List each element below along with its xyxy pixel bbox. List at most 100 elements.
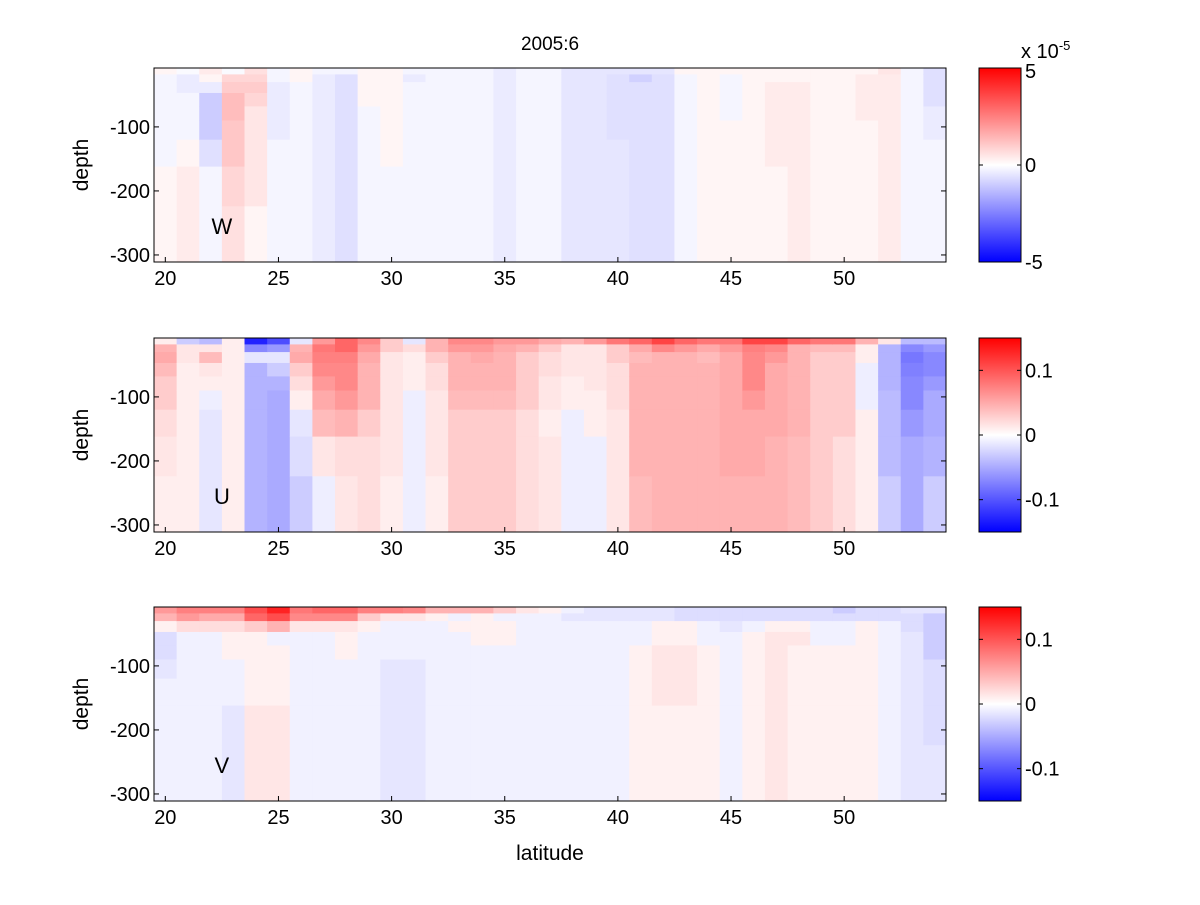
heatmap-cell — [719, 376, 743, 392]
x-tick-label: 30 — [380, 538, 402, 560]
heatmap-cell — [425, 390, 449, 411]
heatmap-cell — [493, 362, 517, 377]
heatmap-cell — [900, 659, 924, 680]
heatmap-cell — [900, 106, 924, 122]
heatmap-cell — [538, 68, 562, 75]
heatmap-cell — [651, 376, 675, 392]
heatmap-cell — [493, 338, 517, 345]
heatmap-cell — [606, 631, 630, 646]
heatmap-cell — [199, 344, 223, 353]
heatmap-cell — [878, 338, 902, 345]
heatmap-cell — [583, 476, 608, 533]
heatmap-cell — [335, 476, 359, 533]
heatmap-cell — [923, 92, 947, 107]
heatmap-cell — [199, 139, 223, 168]
heatmap-cell — [651, 409, 675, 438]
heatmap-cell — [832, 120, 856, 141]
heatmap-cell — [402, 376, 427, 392]
heatmap-cell — [606, 120, 630, 141]
heatmap-cell — [493, 678, 517, 707]
heatmap-cell — [402, 338, 427, 345]
heatmap-cell — [493, 745, 517, 802]
heatmap-cell — [154, 68, 178, 75]
heatmap-cell — [719, 631, 743, 646]
heatmap-cell — [402, 120, 427, 141]
heatmap-cell — [764, 607, 789, 614]
heatmap-cell — [493, 631, 517, 646]
heatmap-cell — [312, 120, 336, 141]
heatmap-cell — [787, 352, 811, 364]
heatmap-cell — [923, 352, 947, 364]
multiplier-base: x 10 — [1021, 41, 1059, 63]
heatmap-cell — [787, 745, 811, 802]
heatmap-cell — [810, 74, 834, 83]
heatmap-cell — [629, 613, 653, 622]
heatmap-cell — [900, 166, 924, 207]
heatmap-cell — [832, 645, 856, 661]
heatmap-cell — [855, 82, 879, 94]
heatmap-cell — [176, 362, 200, 377]
heatmap-cell — [923, 362, 947, 377]
heatmap-cell — [289, 206, 313, 263]
colorbar — [978, 67, 1022, 263]
heatmap-cell — [335, 631, 359, 646]
heatmap-cell — [810, 621, 834, 633]
heatmap-cell — [923, 338, 947, 345]
heatmap-cell — [176, 476, 200, 533]
heatmap-cell — [855, 607, 879, 614]
heatmap-cell — [651, 74, 675, 83]
heatmap-cell — [176, 621, 200, 633]
heatmap-cell — [900, 631, 924, 646]
heatmap-cell — [335, 68, 359, 75]
heatmap-cell — [470, 631, 494, 646]
heatmap-cell — [855, 376, 879, 392]
heatmap-cell — [787, 409, 811, 438]
heatmap-cell — [832, 678, 856, 707]
heatmap-cell — [380, 705, 404, 746]
heatmap-cell — [651, 139, 675, 168]
heatmap-cell — [470, 120, 494, 141]
heatmap-cell — [312, 362, 336, 377]
heatmap-cell — [154, 607, 178, 614]
heatmap-cell — [787, 139, 811, 168]
heatmap-cell — [221, 613, 246, 622]
heatmap-cell — [697, 745, 721, 802]
heatmap-cell — [832, 92, 856, 107]
colorbar-tick-label: 0 — [1025, 155, 1036, 177]
heatmap-cell — [221, 352, 246, 364]
heatmap-cell — [583, 705, 608, 746]
heatmap-cell — [221, 82, 246, 94]
heatmap-cell — [312, 338, 336, 345]
heatmap-cell — [493, 705, 517, 746]
heatmap-cell — [402, 745, 427, 802]
heatmap-cell — [606, 607, 630, 614]
heatmap-cell — [832, 659, 856, 680]
heatmap-cell — [335, 166, 359, 207]
heatmap-cell — [267, 376, 291, 392]
heatmap-cell — [516, 631, 540, 646]
heatmap-cell — [810, 631, 834, 646]
heatmap-cell — [651, 476, 675, 533]
heatmap-cell — [787, 678, 811, 707]
heatmap-cell — [900, 390, 924, 411]
heatmap-cell — [832, 631, 856, 646]
heatmap-cell — [516, 678, 540, 707]
heatmap-cell — [516, 376, 540, 392]
heatmap-cell — [674, 476, 698, 533]
heatmap-cell — [493, 390, 517, 411]
heatmap-cell — [583, 409, 608, 438]
heatmap-cell — [583, 613, 608, 622]
heatmap-cell — [335, 362, 359, 377]
heatmap-cell — [923, 106, 947, 122]
heatmap-cell — [425, 68, 449, 75]
heatmap-cell — [878, 745, 902, 802]
heatmap-cell — [267, 436, 291, 477]
heatmap-cell — [244, 678, 268, 707]
heatmap-cell — [244, 645, 268, 661]
heatmap-cell — [289, 613, 313, 622]
heatmap-cell — [674, 206, 698, 263]
heatmap-cell — [629, 436, 653, 477]
heatmap-cell — [154, 476, 178, 533]
heatmap-cell — [742, 362, 766, 377]
heatmap-cell — [787, 362, 811, 377]
